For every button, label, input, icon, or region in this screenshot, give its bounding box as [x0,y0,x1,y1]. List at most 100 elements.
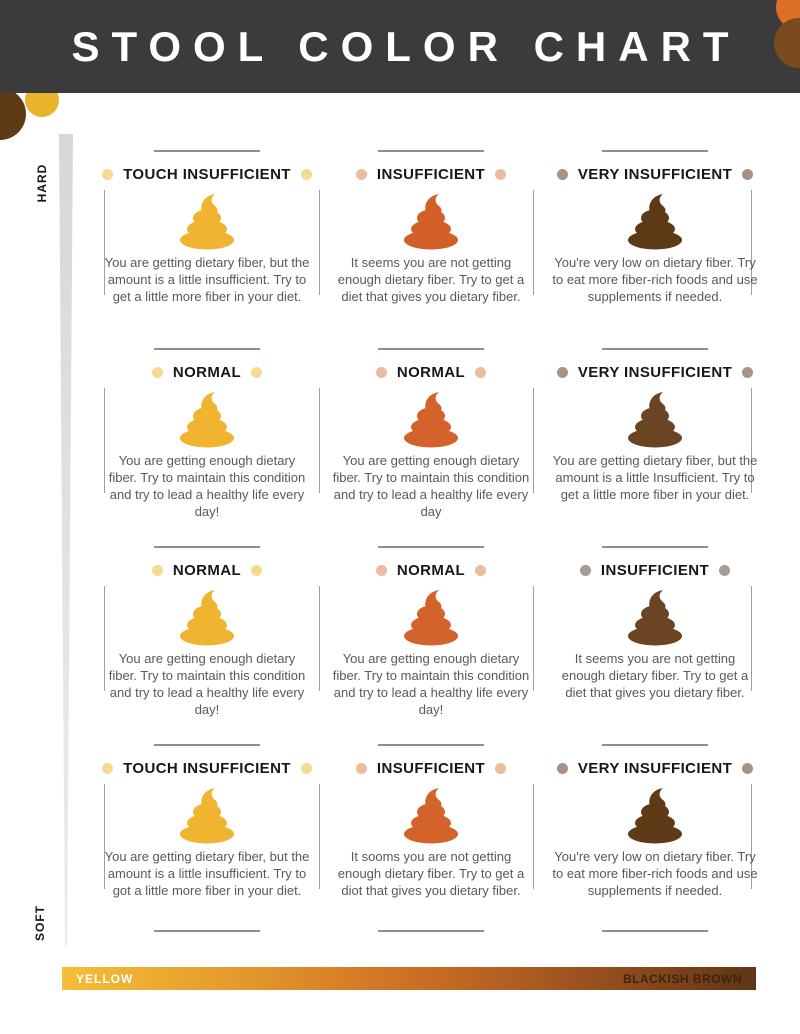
card-title: INSUFFICIENT [376,166,486,183]
column-rule [319,586,320,691]
card-top-rule [378,348,484,350]
poop-icon [404,194,458,250]
card-bottom-rule [378,930,484,932]
color-scale-bar: YELLOW BLACKISH BROWN [62,967,756,990]
card-title-row: VERY INSUFFICIENT [543,150,767,183]
title-dot-icon [102,169,114,180]
card-description: You're very low on dietary fiber. Try to… [552,849,758,898]
page-title: STOOL COLOR CHART [71,22,741,70]
card-title-row: NORMAL [95,348,319,381]
column-rule [319,190,320,295]
card-title: VERY INSUFFICIENT [577,364,733,381]
card-top-rule [378,150,484,152]
stool-card: NORMAL You are getting enough dietary fi… [95,348,319,546]
card-top-rule [602,150,708,152]
card-top-rule [154,744,260,746]
card-title-row: INSUFFICIENT [319,744,543,777]
card-row-1: TOUCH INSUFFICIENT You are getting dieta… [95,150,767,348]
column-rule [751,784,752,889]
card-title: TOUCH INSUFFICIENT [123,760,291,777]
card-row-4: TOUCH INSUFFICIENT You are getting dieta… [95,744,767,942]
column-rule [104,190,105,295]
card-description: You are getting enough dietary fiber. Tr… [108,651,306,717]
scale-label-yellow: YELLOW [76,971,134,986]
poop-icon [180,590,234,646]
title-dot-icon [579,565,591,576]
stool-card-grid: TOUCH INSUFFICIENT You are getting dieta… [95,150,767,942]
card-description: It seems you are not getting enough diet… [561,651,749,700]
title-dot-icon [742,367,754,378]
title-dot-icon [742,763,754,774]
card-title-row: INSUFFICIENT [319,150,543,183]
title-dot-icon [495,169,507,180]
card-title-row: INSUFFICIENT [543,546,767,579]
card-title-row: NORMAL [95,546,319,579]
card-title: NORMAL [396,364,466,381]
poop-icon [628,392,682,448]
stool-card: VERY INSUFFICIENT You're very low on die… [543,744,767,942]
card-description: You are getting dietary fiber, but the a… [104,849,310,898]
column-rule [104,586,105,691]
stool-card: INSUFFICIENT It seems you are not gettin… [319,150,543,348]
poop-icon [628,788,682,844]
title-dot-icon [251,367,263,378]
poop-icon [404,590,458,646]
poop-icon [628,194,682,250]
card-description: It sooms you are not getting enough diet… [337,849,525,898]
card-top-rule [602,348,708,350]
column-rule [104,784,105,889]
card-description: You are getting dietary fiber, but the a… [552,453,758,502]
axis-hard-label: HARD [35,163,49,203]
card-title: TOUCH INSUFFICIENT [123,166,291,183]
column-rule [319,784,320,889]
title-dot-icon [102,763,114,774]
card-title: VERY INSUFFICIENT [577,760,733,777]
card-title: NORMAL [172,364,242,381]
title-dot-icon [251,565,263,576]
column-rule [319,388,320,493]
title-dot-icon [375,565,387,576]
column-rule [533,586,534,691]
poop-icon [180,788,234,844]
decor-circle-brown [0,88,26,140]
card-row-2: NORMAL You are getting enough dietary fi… [95,348,767,546]
title-dot-icon [355,763,367,774]
card-title-row: TOUCH INSUFFICIENT [95,150,319,183]
stool-card: NORMAL You are getting enough dietary fi… [95,546,319,744]
card-title: INSUFFICIENT [376,760,486,777]
column-rule [533,784,534,889]
header-bar: STOOL COLOR CHART [0,0,800,93]
title-dot-icon [475,565,487,576]
stool-card: INSUFFICIENT It seems you are not gettin… [543,546,767,744]
title-dot-icon [151,367,163,378]
card-bottom-rule [602,930,708,932]
poop-icon [180,392,234,448]
title-dot-icon [355,169,367,180]
card-top-rule [378,744,484,746]
card-description: It seems you are not getting enough diet… [337,255,525,304]
card-top-rule [378,546,484,548]
column-rule [751,190,752,295]
poop-icon [180,194,234,250]
firmness-axis-bar [59,134,73,946]
title-dot-icon [300,169,312,180]
card-title: INSUFFICIENT [600,562,710,579]
card-title-row: NORMAL [319,546,543,579]
title-dot-icon [742,169,754,180]
card-description: You are getting enough dietary fiber. Tr… [108,453,306,519]
title-dot-icon [556,367,568,378]
card-bottom-rule [154,930,260,932]
axis-soft-label: SOFT [33,905,47,941]
title-dot-icon [151,565,163,576]
card-top-rule [602,744,708,746]
stool-card: VERY INSUFFICIENT You are getting dietar… [543,348,767,546]
stool-card: NORMAL You are getting enough dietary fi… [319,546,543,744]
card-description: You are getting enough dietary fiber. Tr… [332,453,530,519]
card-top-rule [154,150,260,152]
card-top-rule [154,546,260,548]
poop-icon [404,392,458,448]
title-dot-icon [556,169,568,180]
card-description: You are getting enough dietary fiber. Tr… [332,651,530,717]
title-dot-icon [556,763,568,774]
column-rule [533,388,534,493]
